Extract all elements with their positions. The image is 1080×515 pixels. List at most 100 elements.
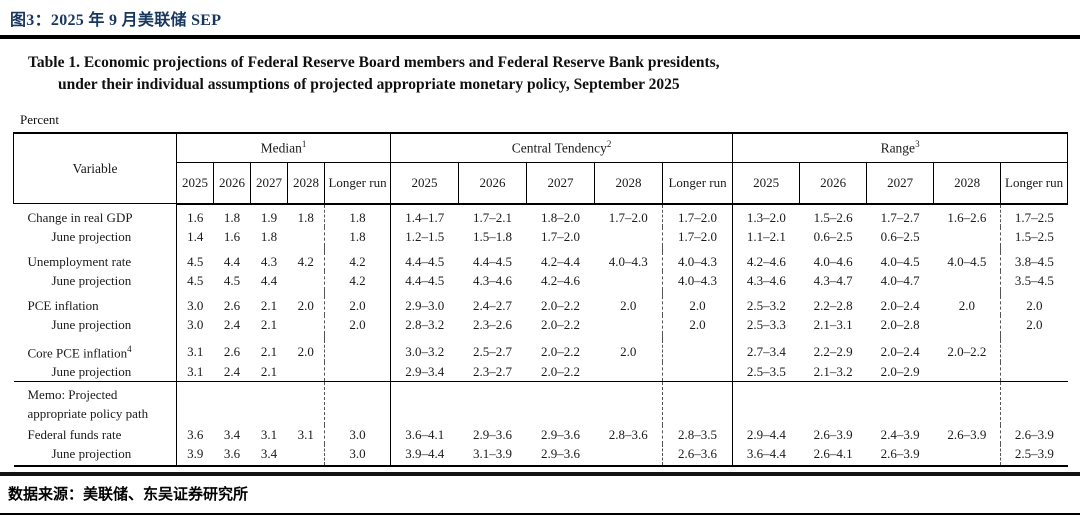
bottom-divider-rule (0, 472, 1080, 477)
range-label: Range (880, 140, 916, 156)
table-cell: 4.0–4.3 (608, 253, 648, 269)
table-cell (287, 444, 325, 468)
table-cell: 3.6–4.4 (732, 444, 800, 468)
table-cell: 4.4–4.5 (390, 270, 459, 290)
table-row: June projection 3.1 2.4 2.1 2.9–3.4 2.3–2.7 2.… (14, 362, 1068, 382)
table-cell: 2.6 (223, 343, 241, 359)
year-header-row: 2025 2026 2027 2028 Longer run 2025 2026… (14, 161, 1069, 205)
spacer-row (14, 333, 1068, 340)
table-cell: 2.0 (662, 295, 733, 315)
unit-label: Percent (20, 111, 59, 127)
table-cell: 3.4 (223, 427, 241, 443)
table-cell: 2.2–2.9 (813, 343, 853, 359)
year-header: 2027 (250, 161, 288, 205)
row-label: June projection (13, 444, 177, 468)
spacer-cell (662, 333, 733, 340)
table-cell (1000, 381, 1068, 426)
table-cell: 2.3–2.6 (473, 316, 513, 332)
table-cell (390, 381, 459, 426)
table-cell: 2.0–2.4 (880, 343, 920, 359)
table-row: Change in real GDP 1.6 1.8 1.9 1.8 1.8 1.4–1.7… (14, 203, 1068, 227)
table-cell: 2.9–3.6 (526, 444, 595, 468)
table-cell (934, 227, 1001, 246)
table-cell: 3.1 (297, 427, 314, 443)
range-footnote-sup: 3 (915, 139, 920, 150)
table-title-line1: Table 1. Economic projections of Federal… (28, 54, 720, 71)
table-cell: 3.9–4.4 (390, 444, 459, 468)
table-cell (933, 444, 1001, 468)
table-cell (323, 339, 391, 363)
year-header: 2026 (458, 161, 528, 205)
table-cell: 2.6–3.9 (1000, 425, 1068, 445)
table-cell: 4.3–4.6 (473, 272, 513, 288)
table-cell (250, 381, 288, 426)
table-cell: 3.1–3.9 (458, 444, 527, 468)
table-cell: 1.7–2.0 (662, 226, 733, 246)
table-cell: 0.6–2.5 (880, 228, 920, 244)
table-cell (799, 381, 867, 426)
table-cell: 2.8–3.2 (390, 314, 459, 334)
data-source-label: 数据来源：美联储、东吴证券研究所 (8, 487, 249, 504)
table-cell (1000, 339, 1068, 363)
memo-row: Memo: Projected appropriate policy path (13, 381, 1068, 426)
table-cell: 2.5–3.9 (1000, 444, 1068, 468)
row-label: Core PCE inflation4 (27, 343, 132, 361)
table-cell (595, 315, 663, 334)
table-cell: 4.0–4.5 (947, 253, 987, 269)
spacer-cell (732, 289, 800, 296)
table-cell (595, 227, 663, 246)
spacer-cell (390, 333, 459, 340)
table-cell: 4.2 (323, 251, 391, 271)
table-cell: 1.9 (260, 209, 278, 225)
spacer-cell (732, 245, 800, 252)
table-cell: 2.1 (260, 297, 278, 313)
table-cell: 2.9–3.0 (390, 295, 459, 315)
table-cell: 2.4 (223, 316, 241, 332)
table-cell: 2.1 (260, 316, 278, 332)
spacer-cell (390, 245, 459, 252)
table-header: Variable Median1 Central Tendency2 Range… (13, 131, 1069, 205)
table-cell: 1.6 (223, 228, 241, 244)
table-row: June projection 4.5 4.5 4.4 4.2 4.4–4.5 4.3–4.… (14, 270, 1068, 290)
table-cell: 1.8 (323, 203, 391, 227)
table-cell (933, 381, 1001, 426)
table-cell: 1.5–1.8 (473, 228, 513, 244)
table-cell (934, 271, 1001, 290)
table-cell: 2.5–3.2 (732, 295, 800, 315)
table-cell: 2.9–3.6 (473, 427, 513, 443)
table-cell (595, 271, 663, 290)
table-cell: 2.0–2.9 (880, 364, 920, 380)
spacer-cell (176, 333, 214, 340)
table-cell: 1.6–2.6 (947, 209, 987, 225)
central-tendency-section-header: Central Tendency2 (390, 131, 734, 163)
table-cell: 1.8 (297, 209, 314, 225)
table-cell: 1.1–2.1 (732, 226, 800, 246)
row-label: June projection (51, 228, 132, 244)
table-row: Core PCE inflation4 3.1 2.6 2.1 2.0 3.0–3.2 2.… (14, 339, 1068, 363)
table-cell: 4.0–4.6 (813, 253, 853, 269)
table-cell (288, 315, 325, 334)
spacer-cell (1000, 333, 1068, 340)
spacer-cell (390, 289, 459, 296)
table-cell: 1.7–2.1 (473, 209, 513, 225)
table-cell: 3.1 (260, 427, 278, 443)
table-title-line2: under their individual assumptions of pr… (58, 76, 680, 94)
table-cell: 4.3–4.6 (732, 270, 800, 290)
table-cell (288, 227, 325, 246)
table-cell: 2.6–3.9 (866, 444, 934, 468)
table-cell: 4.5 (176, 270, 214, 290)
table-cell: 2.8–3.6 (608, 427, 648, 443)
row-label: PCE inflation (27, 297, 99, 313)
table-title: Table 1. Economic projections of Federal… (28, 52, 1080, 97)
table-cell: 1.8 (223, 209, 241, 225)
table-cell: 2.0 (297, 343, 314, 359)
spacer-cell (323, 333, 391, 340)
table-cell: 2.0–2.2 (541, 343, 581, 359)
table-cell (595, 362, 663, 382)
table-cell: 4.2–4.4 (541, 253, 581, 269)
table-cell (934, 362, 1001, 382)
year-header: 2025 (390, 161, 460, 205)
table-cell: 2.0–2.2 (541, 297, 581, 313)
table-cell: 4.4 (260, 272, 278, 288)
year-header: 2026 (799, 161, 868, 205)
